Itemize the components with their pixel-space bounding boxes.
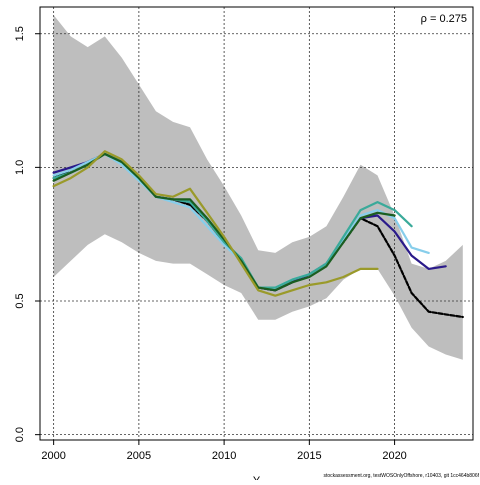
- rho-annotation: ρ = 0.275: [421, 13, 467, 25]
- plot-frame: [39, 6, 474, 441]
- y-tick-label: 0.0: [14, 427, 26, 442]
- series-line-5: [52, 152, 396, 292]
- x-tick-label: 2015: [297, 450, 321, 462]
- x-tick-label: 2010: [212, 450, 236, 462]
- y-tick-label: 0.5: [14, 293, 26, 308]
- source-footnote: stockassessment.org, testWOSOnlyOffshore…: [323, 473, 479, 479]
- x-tick-label: 2005: [127, 450, 151, 462]
- x-tick-label: 2020: [382, 450, 406, 462]
- grid-layer: [40, 7, 473, 440]
- axis-layer: 2000 2005 2010 2015 2020 0.0 0.5 1.0 1.5: [14, 26, 407, 462]
- y-tick-label: 1.0: [14, 160, 26, 175]
- x-tick-label: 2000: [41, 450, 65, 462]
- series-layer: [52, 150, 464, 319]
- series-line-6: [52, 150, 379, 297]
- y-tick-label: 1.5: [14, 26, 26, 41]
- x-axis-title: Y: [253, 475, 261, 480]
